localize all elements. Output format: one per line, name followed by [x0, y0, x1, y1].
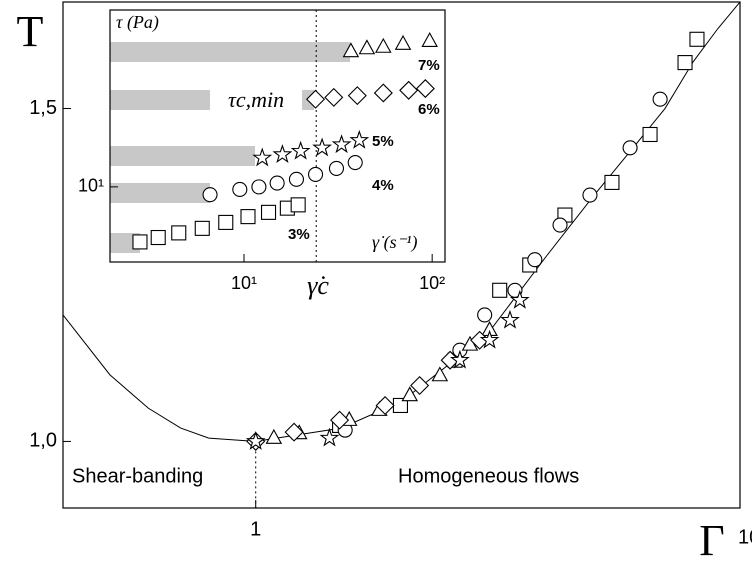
marker — [150, 229, 166, 246]
x-tick-label: 10 — [738, 526, 752, 548]
y-axis-label: T — [17, 7, 44, 56]
marker — [622, 140, 638, 156]
marker — [347, 155, 363, 171]
annotation: γ̇c — [307, 271, 329, 300]
y-tick-label: 1,5 — [29, 97, 57, 119]
marker — [421, 31, 438, 47]
marker — [394, 34, 412, 50]
marker — [330, 410, 350, 430]
marker — [604, 174, 620, 190]
plateau-band — [110, 146, 255, 166]
marker — [307, 166, 324, 182]
series-label: 4% — [372, 177, 394, 194]
annotation: Homogeneous flows — [398, 465, 579, 487]
marker — [240, 209, 256, 225]
marker — [358, 39, 376, 55]
marker — [324, 87, 344, 107]
frame — [62, 1, 741, 509]
marker — [642, 126, 658, 143]
plateau-band — [110, 42, 350, 62]
marker — [349, 129, 370, 149]
marker — [582, 187, 598, 203]
marker — [477, 307, 493, 323]
marker — [479, 329, 500, 349]
marker — [652, 91, 668, 107]
marker — [328, 160, 345, 176]
x-tick-label: 1 — [250, 518, 261, 540]
marker — [306, 89, 326, 109]
x-axis-label: Γ — [699, 516, 724, 565]
marker — [288, 171, 305, 187]
marker — [527, 252, 543, 268]
marker — [251, 179, 267, 195]
marker — [245, 430, 266, 450]
frame — [109, 9, 446, 263]
marker — [677, 55, 693, 71]
marker — [431, 366, 449, 382]
marker — [252, 147, 273, 167]
marker — [265, 428, 283, 444]
marker — [689, 31, 705, 47]
marker — [415, 79, 435, 99]
plateau-band — [110, 90, 210, 110]
x-tick-label: 10² — [419, 273, 445, 293]
marker — [290, 140, 311, 160]
plot-area — [132, 10, 438, 262]
series-label: 5% — [372, 133, 394, 150]
x-tick-label: 10¹ — [231, 273, 257, 293]
curve — [63, 2, 740, 442]
marker — [290, 197, 306, 213]
marker — [410, 375, 430, 396]
y-tick-label: 1,0 — [29, 430, 57, 452]
marker — [342, 42, 360, 58]
y-axis-label: τ (Pa) — [116, 12, 159, 33]
marker — [202, 187, 218, 203]
marker — [319, 427, 340, 447]
marker — [312, 137, 333, 157]
marker — [218, 214, 234, 230]
marker — [552, 217, 568, 233]
marker — [375, 395, 395, 415]
marker — [399, 80, 419, 100]
x-axis-label: γ̇ (s⁻¹) — [372, 232, 417, 253]
marker — [373, 83, 393, 103]
marker — [194, 220, 210, 236]
marker — [331, 134, 352, 154]
marker — [347, 86, 367, 106]
series-label: 7% — [418, 57, 440, 74]
plateau-band — [110, 183, 210, 203]
marker — [132, 234, 148, 250]
plot-area — [63, 2, 740, 508]
marker — [269, 175, 285, 191]
marker — [272, 144, 293, 164]
series-label: 6% — [418, 101, 440, 118]
marker — [449, 349, 470, 369]
marker — [492, 282, 508, 298]
y-tick-label: 10¹ — [78, 176, 104, 196]
marker — [401, 386, 419, 402]
marker — [232, 181, 248, 197]
marker — [260, 204, 277, 220]
marker — [171, 225, 187, 241]
series-label: 3% — [288, 226, 310, 243]
annotation: τc,min — [228, 87, 284, 112]
marker — [375, 37, 392, 53]
marker — [500, 309, 520, 329]
marker — [509, 289, 530, 309]
annotation: Shear-banding — [72, 465, 203, 487]
marker — [284, 422, 304, 442]
